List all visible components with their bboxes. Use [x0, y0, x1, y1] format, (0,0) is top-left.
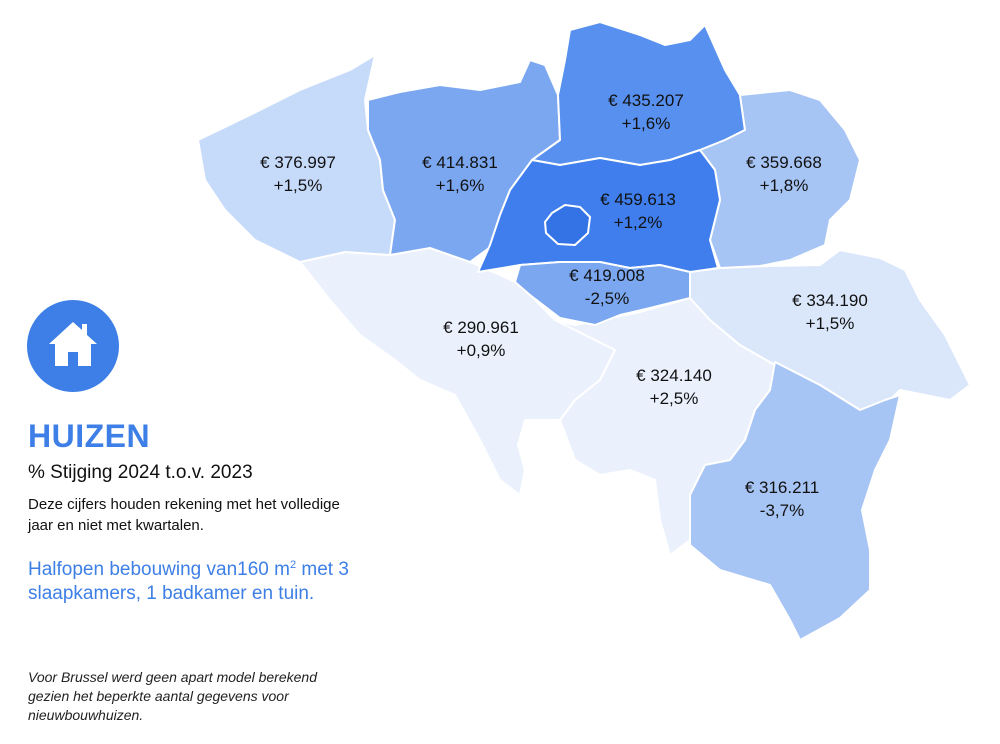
page-title: HUIZEN	[28, 418, 151, 454]
region-brussel	[544, 204, 591, 246]
label-luxemburg: € 316.211 -3,7%	[712, 476, 852, 522]
change: +1,2%	[613, 213, 663, 232]
region-waals-brabant	[514, 261, 691, 326]
price: € 376.997	[260, 153, 336, 172]
change: +2,5%	[649, 389, 699, 408]
subtitle: % Stijging 2024 t.o.v. 2023	[28, 462, 253, 483]
change: +1,6%	[621, 114, 671, 133]
region-luxemburg	[689, 361, 901, 641]
price: € 359.668	[746, 153, 822, 172]
house-icon	[49, 322, 97, 366]
price: € 435.207	[608, 91, 684, 110]
price: € 459.613	[600, 190, 676, 209]
label-limburg: € 359.668 +1,8%	[714, 151, 854, 197]
label-west-vlaanderen: € 376.997 +1,5%	[228, 151, 368, 197]
label-antwerpen: € 435.207 +1,6%	[576, 89, 716, 135]
change: -3,7%	[759, 501, 805, 520]
label-waals-brabant: € 419.008 -2,5%	[537, 264, 677, 310]
change: +1,6%	[435, 176, 485, 195]
spec-text-rest: met 3 slaapkamers, 1 badkamer en tuin.	[28, 559, 349, 604]
change: -2,5%	[584, 289, 630, 308]
price: € 419.008	[569, 266, 645, 285]
footnote: Voor Brussel werd geen apart model berek…	[28, 669, 317, 723]
change: +1,5%	[805, 314, 855, 333]
change: +0,9%	[456, 341, 506, 360]
change: +1,8%	[759, 176, 809, 195]
spec-text-main: Halfopen bebouwing van160 m	[28, 559, 290, 580]
price: € 414.831	[422, 153, 498, 172]
region-luik	[689, 249, 971, 411]
label-henegouwen: € 290.961 +0,9%	[411, 316, 551, 362]
spec-superscript: 2	[289, 559, 297, 571]
price: € 324.140	[636, 366, 712, 385]
price: € 290.961	[443, 318, 519, 337]
label-namen: € 324.140 +2,5%	[604, 364, 744, 410]
change: +1,5%	[273, 176, 323, 195]
region-limburg	[699, 89, 861, 269]
spec-text: Halfopen bebouwing van160 m2 met 3 slaap…	[28, 553, 358, 606]
label-oost-vlaanderen: € 414.831 +1,6%	[390, 151, 530, 197]
price: € 334.190	[792, 291, 868, 310]
label-vlaams-brabant: € 459.613 +1,2%	[568, 188, 708, 234]
note: Deze cijfers houden rekening met het vol…	[28, 496, 340, 534]
house-badge	[27, 300, 119, 392]
label-luik: € 334.190 +1,5%	[760, 289, 900, 335]
price: € 316.211	[744, 478, 820, 497]
